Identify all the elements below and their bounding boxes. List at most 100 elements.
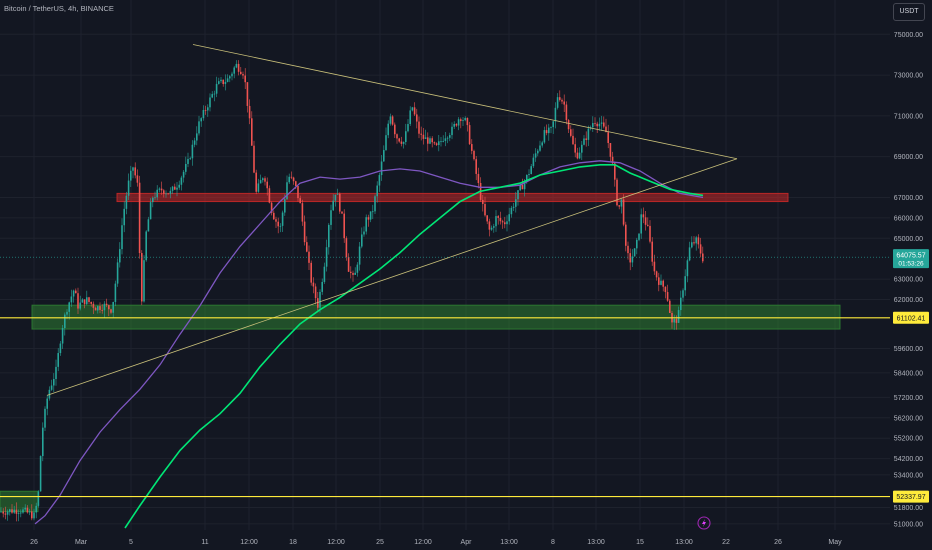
- candle: [39, 455, 42, 492]
- candle: [438, 135, 440, 152]
- candle: [477, 167, 480, 189]
- candle: [528, 169, 530, 180]
- candle: [497, 215, 499, 225]
- candle: [88, 296, 90, 305]
- candle: [301, 199, 304, 226]
- price-level-label: 61102.41: [897, 315, 926, 322]
- candle: [660, 274, 662, 286]
- candle: [398, 137, 400, 143]
- candle: [53, 373, 55, 393]
- candle: [493, 223, 495, 233]
- candle: [539, 140, 541, 152]
- time-tick-label: Mar: [75, 539, 88, 546]
- price-tick-label: 71000.00: [894, 113, 923, 120]
- candle: [372, 204, 374, 220]
- candle: [684, 269, 686, 296]
- candle: [380, 154, 383, 181]
- candle: [532, 153, 535, 169]
- candle: [649, 220, 651, 244]
- candle: [680, 290, 682, 316]
- candle: [574, 137, 576, 158]
- candle: [607, 124, 609, 149]
- candle: [44, 406, 46, 432]
- candle: [416, 108, 418, 129]
- candle: [389, 113, 392, 126]
- candle: [119, 242, 121, 268]
- candle: [638, 233, 640, 242]
- grid-lines: [0, 0, 890, 530]
- candle: [132, 166, 134, 179]
- candle: [431, 136, 433, 148]
- candle: [482, 194, 484, 212]
- time-tick-label: 22: [722, 539, 730, 546]
- candle: [292, 176, 295, 185]
- candle: [185, 156, 187, 175]
- candle: [180, 175, 183, 191]
- time-axis[interactable]: 26 Mar 5 11 12:00 18 12:00 25 12:00 Apr 13:00 8 13:0…: [30, 539, 842, 546]
- candle: [262, 177, 264, 183]
- zone-support: [31, 304, 841, 330]
- candle: [189, 156, 191, 161]
- candle: [81, 298, 84, 303]
- candle: [145, 230, 147, 262]
- candle-countdown-label: 01:53:26: [898, 261, 924, 268]
- candle: [99, 302, 101, 314]
- candle: [101, 304, 103, 314]
- time-tick-label: Apr: [461, 539, 473, 546]
- candle: [182, 170, 185, 183]
- candle: [587, 125, 590, 146]
- candle: [92, 301, 95, 314]
- time-tick-label: 13:00: [500, 539, 518, 546]
- candle: [268, 185, 271, 204]
- candle: [512, 203, 515, 212]
- candle: [20, 509, 22, 518]
- candle: [578, 147, 581, 160]
- candle: [64, 312, 66, 336]
- candle: [356, 262, 359, 277]
- candle: [160, 181, 163, 195]
- candle: [90, 301, 92, 307]
- candle: [378, 172, 381, 192]
- candle: [402, 141, 405, 149]
- candle: [9, 508, 11, 516]
- price-tick-label: 69000.00: [894, 154, 923, 161]
- candle: [59, 341, 62, 356]
- candle: [550, 126, 552, 134]
- candle: [149, 198, 152, 220]
- candle: [585, 131, 587, 147]
- candle: [453, 121, 455, 129]
- candle: [11, 504, 13, 514]
- candle: [167, 193, 169, 195]
- currency-button[interactable]: USDT: [893, 3, 925, 21]
- candle: [310, 260, 312, 286]
- candle: [299, 195, 301, 204]
- candle: [213, 90, 216, 102]
- candle: [422, 127, 425, 145]
- candle: [123, 201, 125, 233]
- candle: [273, 210, 275, 220]
- candle: [570, 125, 572, 138]
- candle: [484, 196, 486, 217]
- price-axis[interactable]: 75000.00 73000.00 71000.00 69000.00 67000.00…: [893, 32, 929, 529]
- candle: [629, 248, 631, 271]
- candle: [464, 116, 466, 122]
- candle: [374, 194, 376, 214]
- price-tick-label: 54200.00: [894, 456, 923, 463]
- candle: [394, 122, 396, 139]
- candle: [677, 306, 680, 324]
- trendline-descending[interactable]: [192, 44, 738, 160]
- candle: [572, 128, 574, 145]
- candle: [204, 105, 207, 115]
- trendline-ascending[interactable]: [46, 158, 738, 396]
- candle: [666, 284, 669, 302]
- candle: [636, 237, 638, 255]
- candle: [134, 162, 136, 179]
- candle: [409, 106, 411, 126]
- moving-average-fast: [34, 160, 704, 525]
- candle: [460, 117, 462, 129]
- candle: [653, 254, 656, 275]
- candle: [651, 237, 653, 266]
- candle: [306, 236, 308, 253]
- candle: [193, 137, 196, 148]
